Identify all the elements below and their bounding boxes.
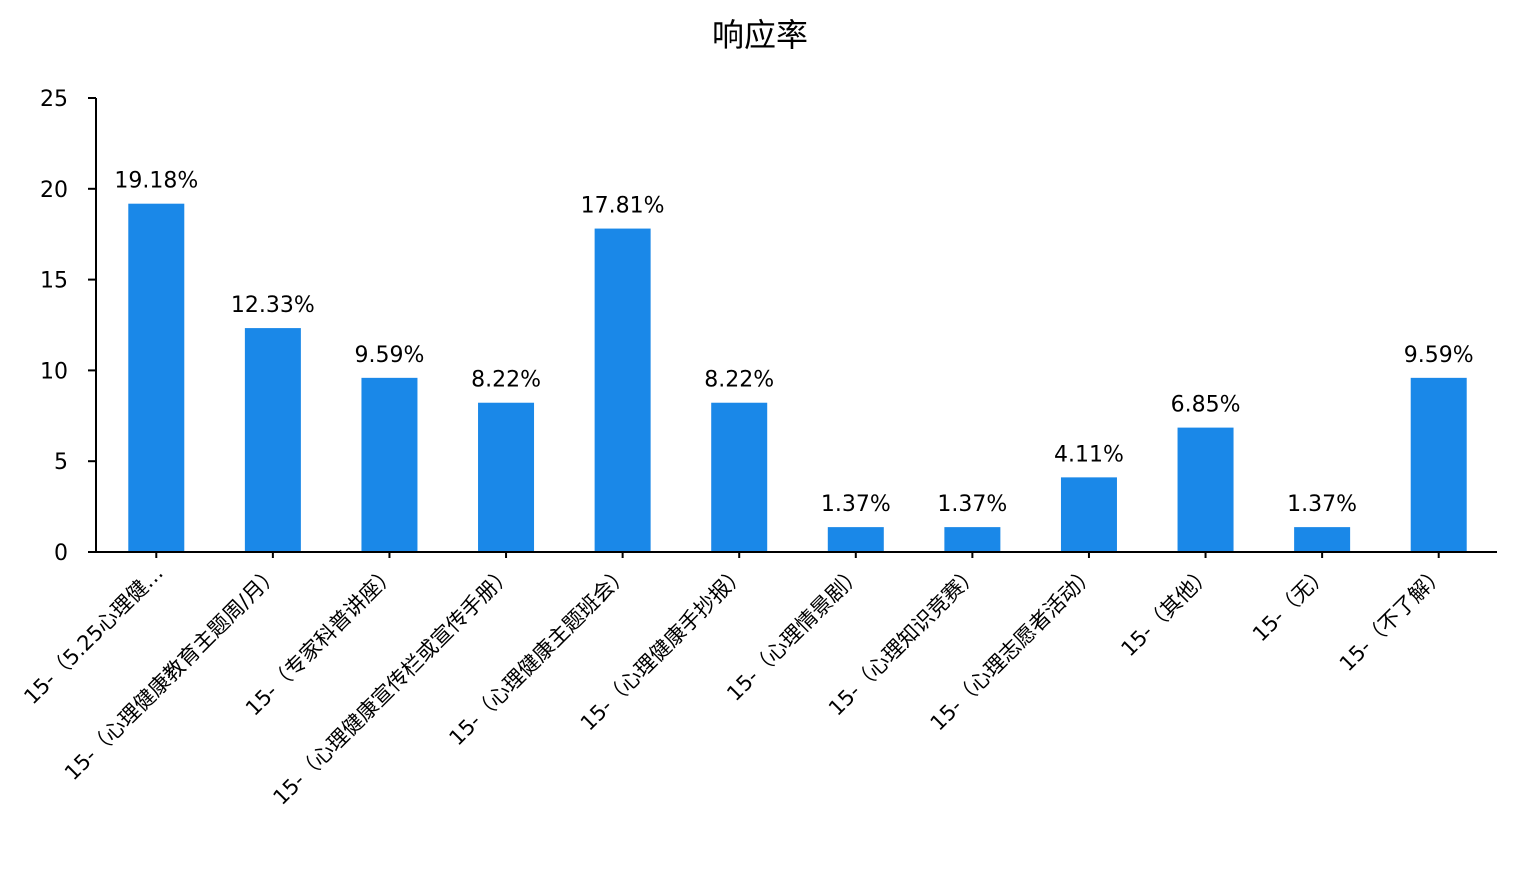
data-label: 17.81% (581, 194, 665, 219)
bar (594, 228, 651, 552)
bar (1177, 427, 1234, 552)
x-tick-label: 15-（心理健康教育主题周/月） (60, 561, 284, 785)
data-label: 19.18% (114, 169, 198, 194)
y-tick-label: 25 (40, 87, 68, 112)
data-label: 1.37% (1287, 492, 1357, 517)
bar (244, 328, 301, 552)
y-axis: 0 5 10 15 20 25 (40, 87, 97, 566)
y-tick-label: 20 (40, 178, 68, 203)
data-label: 8.22% (704, 368, 774, 393)
chart-title: 响应率 (712, 16, 808, 54)
data-labels: 19.18% 12.33% 9.59% 8.22% 17.81% 8.22% 1.37% 1.… (114, 169, 1473, 517)
bar (1410, 377, 1467, 552)
data-label: 12.33% (231, 293, 315, 318)
bar (361, 377, 418, 552)
x-axis: 15-（5.25心理健…15-（心理健康教育主题周/月）15-（专家科普讲座）1… (19, 551, 1497, 810)
data-label: 9.59% (1404, 343, 1474, 368)
bar (1294, 527, 1351, 552)
y-tick-label: 5 (54, 450, 68, 475)
x-tick-label: 15-（其他） (1116, 561, 1217, 662)
x-tick-label: 15-（心理健康宣传栏或宣传手册） (268, 561, 517, 810)
x-tick-label: 15-（无） (1248, 561, 1334, 647)
bar (128, 203, 185, 552)
bar (944, 527, 1001, 552)
data-label: 4.11% (1054, 442, 1124, 467)
data-label: 6.85% (1171, 393, 1241, 418)
data-label: 1.37% (937, 492, 1007, 517)
y-tick-label: 15 (40, 269, 68, 294)
bars (128, 203, 1467, 552)
y-tick-label: 10 (40, 359, 68, 384)
y-tick-label: 0 (54, 541, 68, 566)
data-label: 8.22% (471, 368, 541, 393)
bar (711, 402, 768, 552)
bar (827, 527, 884, 552)
bar (478, 402, 535, 552)
data-label: 9.59% (355, 343, 425, 368)
x-tick-label: 15-（不了解） (1335, 561, 1450, 676)
bar (1060, 477, 1117, 552)
data-label: 1.37% (821, 492, 891, 517)
